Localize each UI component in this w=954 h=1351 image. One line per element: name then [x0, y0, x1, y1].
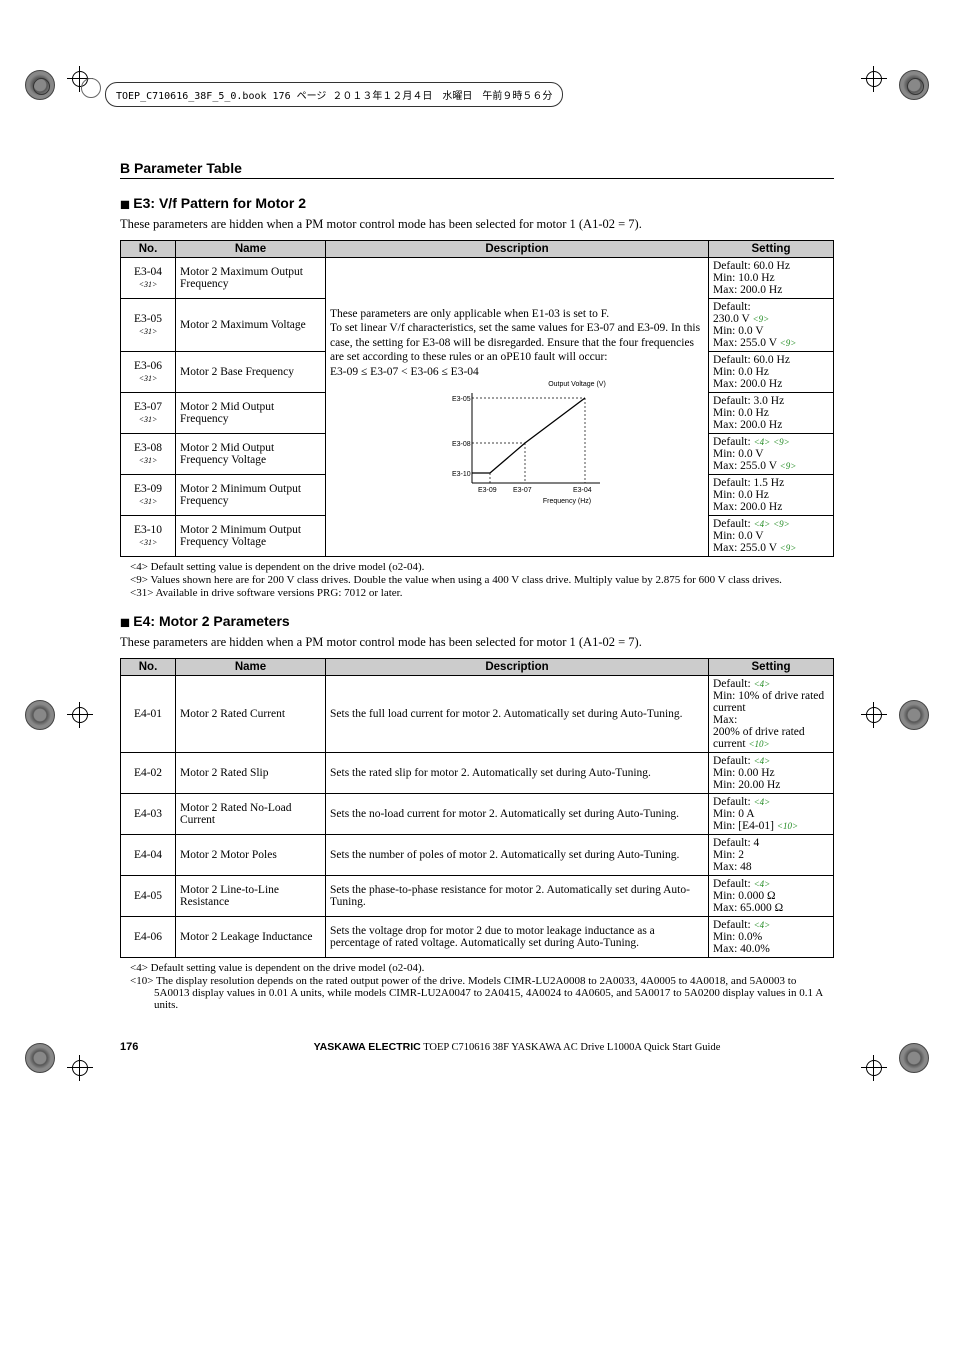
param-setting: Default: <4> <9>Min: 0.0 VMax: 255.0 V <…: [709, 516, 834, 557]
param-desc: Sets the full load current for motor 2. …: [326, 676, 709, 753]
register-mark: [859, 700, 889, 730]
svg-text:E3-10: E3-10: [452, 471, 471, 478]
param-setting: Default: <4>Min: 0.00 HzMin: 20.00 Hz: [709, 753, 834, 794]
param-no: E3-08<31>: [121, 434, 176, 475]
table-row: E3-04<31> Motor 2 Maximum Output Frequen…: [121, 258, 834, 299]
print-mark: [25, 1043, 55, 1073]
svg-text:E3-04: E3-04: [573, 487, 592, 494]
param-no: E4-03: [121, 794, 176, 835]
e3-table: No. Name Description Setting E3-04<31> M…: [120, 240, 834, 557]
e3-title: E3: V/f Pattern for Motor 2: [120, 195, 834, 211]
param-name: Motor 2 Mid Output Frequency: [176, 393, 326, 434]
param-name: Motor 2 Rated Slip: [176, 753, 326, 794]
e4-title: E4: Motor 2 Parameters: [120, 613, 834, 629]
print-mark: [899, 70, 929, 100]
param-desc: Sets the rated slip for motor 2. Automat…: [326, 753, 709, 794]
table-row: E4-06 Motor 2 Leakage Inductance Sets th…: [121, 917, 834, 958]
col-no: No.: [121, 659, 176, 676]
col-name: Name: [176, 659, 326, 676]
param-name: Motor 2 Leakage Inductance: [176, 917, 326, 958]
footer-brand: YASKAWA ELECTRIC: [314, 1041, 421, 1053]
param-setting: Default: 230.0 V <9>Min: 0.0 VMax: 255.0…: [709, 299, 834, 352]
param-name: Motor 2 Minimum Output Frequency: [176, 475, 326, 516]
param-no: E4-05: [121, 876, 176, 917]
param-no: E3-05<31>: [121, 299, 176, 352]
param-setting: Default: <4>Min: 0.0%Max: 40.0%: [709, 917, 834, 958]
e4-notes: <4> Default setting value is dependent o…: [120, 962, 834, 1011]
svg-text:E3-07: E3-07: [513, 487, 532, 494]
register-mark: [859, 1053, 889, 1083]
param-no: E3-07<31>: [121, 393, 176, 434]
param-no: E3-04<31>: [121, 258, 176, 299]
page-number: 176: [120, 1041, 138, 1053]
param-desc: Sets the number of poles of motor 2. Aut…: [326, 835, 709, 876]
table-row: E4-04 Motor 2 Motor Poles Sets the numbe…: [121, 835, 834, 876]
col-desc: Description: [326, 659, 709, 676]
e4-table: No. Name Description Setting E4-01 Motor…: [120, 658, 834, 958]
section-header: B Parameter Table: [120, 160, 834, 179]
param-name: Motor 2 Rated No-Load Current: [176, 794, 326, 835]
print-mark: [899, 700, 929, 730]
param-setting: Default: 1.5 HzMin: 0.0 HzMax: 200.0 Hz: [709, 475, 834, 516]
param-no: E3-09<31>: [121, 475, 176, 516]
svg-text:E3-05: E3-05: [452, 396, 471, 403]
param-setting: Default: <4>Min: 10% of drive rated curr…: [709, 676, 834, 753]
param-desc: Sets the no-load current for motor 2. Au…: [326, 794, 709, 835]
param-name: Motor 2 Mid Output Frequency Voltage: [176, 434, 326, 475]
param-setting: Default: 60.0 HzMin: 10.0 HzMax: 200.0 H…: [709, 258, 834, 299]
register-mark: [65, 1053, 95, 1083]
col-set: Setting: [709, 241, 834, 258]
param-setting: Default: <4> <9>Min: 0.0 VMax: 255.0 V <…: [709, 434, 834, 475]
book-header: TOEP_C710616_38F_5_0.book 176 ページ ２０１３年１…: [105, 82, 563, 107]
param-setting: Default: <4>Min: 0 AMin: [E4-01] <10>: [709, 794, 834, 835]
svg-text:E3-09: E3-09: [478, 487, 497, 494]
footer-text: TOEP C710616 38F YASKAWA AC Drive L1000A…: [423, 1042, 720, 1053]
param-desc: Sets the phase-to-phase resistance for m…: [326, 876, 709, 917]
footer: 176 YASKAWA ELECTRIC TOEP C710616 38F YA…: [120, 1041, 834, 1053]
param-setting: Default: <4>Min: 0.000 ΩMax: 65.000 Ω: [709, 876, 834, 917]
param-setting: Default: 4Min: 2Max: 48: [709, 835, 834, 876]
param-name: Motor 2 Line-to-Line Resistance: [176, 876, 326, 917]
param-no: E3-10<31>: [121, 516, 176, 557]
param-no: E4-01: [121, 676, 176, 753]
e3-notes: <4> Default setting value is dependent o…: [120, 561, 834, 599]
table-row: E4-05 Motor 2 Line-to-Line Resistance Se…: [121, 876, 834, 917]
param-name: Motor 2 Maximum Voltage: [176, 299, 326, 352]
param-no: E4-04: [121, 835, 176, 876]
e3-shared-desc: These parameters are only applicable whe…: [326, 258, 709, 557]
col-no: No.: [121, 241, 176, 258]
svg-text:E3-08: E3-08: [452, 441, 471, 448]
print-mark: [899, 1043, 929, 1073]
table-row: E4-02 Motor 2 Rated Slip Sets the rated …: [121, 753, 834, 794]
param-setting: Default: 3.0 HzMin: 0.0 HzMax: 200.0 Hz: [709, 393, 834, 434]
table-row: E4-03 Motor 2 Rated No-Load Current Sets…: [121, 794, 834, 835]
param-no: E4-02: [121, 753, 176, 794]
col-desc: Description: [326, 241, 709, 258]
param-name: Motor 2 Base Frequency: [176, 352, 326, 393]
param-setting: Default: 60.0 HzMin: 0.0 HzMax: 200.0 Hz: [709, 352, 834, 393]
e4-intro: These parameters are hidden when a PM mo…: [120, 635, 834, 650]
param-desc: Sets the voltage drop for motor 2 due to…: [326, 917, 709, 958]
param-no: E3-06<31>: [121, 352, 176, 393]
param-name: Motor 2 Motor Poles: [176, 835, 326, 876]
param-name: Motor 2 Rated Current: [176, 676, 326, 753]
col-name: Name: [176, 241, 326, 258]
print-mark: [25, 700, 55, 730]
e3-intro: These parameters are hidden when a PM mo…: [120, 217, 834, 232]
table-row: E4-01 Motor 2 Rated Current Sets the ful…: [121, 676, 834, 753]
register-mark: [859, 64, 889, 94]
register-mark: [65, 700, 95, 730]
param-name: Motor 2 Minimum Output Frequency Voltage: [176, 516, 326, 557]
col-set: Setting: [709, 659, 834, 676]
param-no: E4-06: [121, 917, 176, 958]
print-mark: [25, 70, 55, 100]
param-name: Motor 2 Maximum Output Frequency: [176, 258, 326, 299]
